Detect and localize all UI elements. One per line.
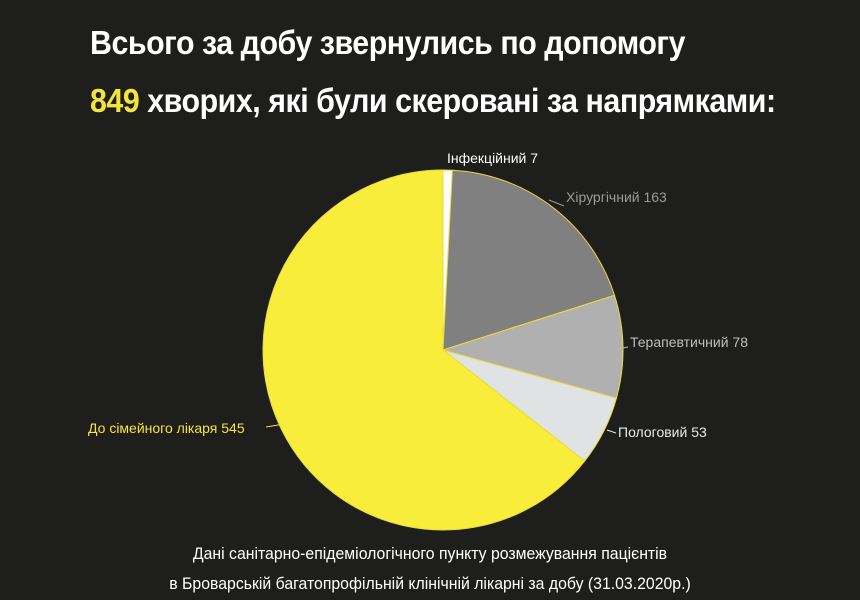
source-caption-line-2: в Броварській багатопрофільній клінічній… bbox=[169, 574, 691, 593]
title-line-1: Всього за добу звернулись по допомогу bbox=[90, 24, 686, 61]
leader-line-2 bbox=[617, 346, 629, 350]
slice-label-0: Інфекційний 7 bbox=[447, 150, 538, 166]
total-patients-count: 849 bbox=[90, 82, 140, 119]
slice-label-4: До сімейного лікаря 545 bbox=[88, 420, 245, 436]
source-caption-line-1: Дані санітарно-епідеміологічного пункту … bbox=[192, 544, 668, 563]
slice-label-1: Хірургічний 163 bbox=[566, 189, 667, 205]
title-line-2: 849 хворих, які були скеровані за напрям… bbox=[90, 82, 776, 120]
leader-line-3 bbox=[606, 429, 617, 434]
pie-slice-2 bbox=[441, 294, 624, 399]
slice-label-2: Терапевтичний 78 bbox=[630, 334, 748, 350]
leader-line-4 bbox=[265, 423, 285, 428]
leader-line-1 bbox=[548, 199, 565, 207]
pie-slice-4 bbox=[262, 169, 586, 531]
pie-slice-1 bbox=[442, 169, 616, 351]
slice-label-3: Пологовий 53 bbox=[618, 424, 707, 440]
title-line-2-text: хворих, які були скеровані за напрямками… bbox=[139, 82, 776, 119]
